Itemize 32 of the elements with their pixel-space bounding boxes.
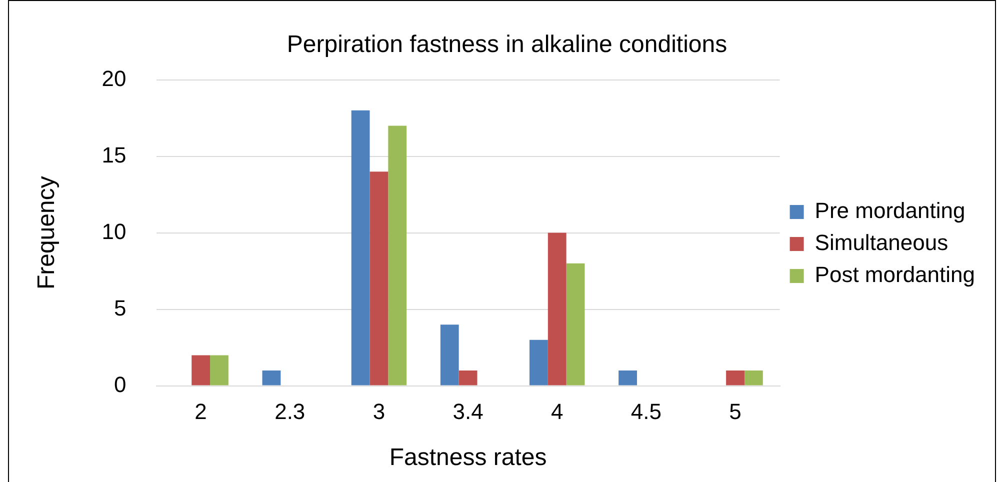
x-tick-label: 4 — [550, 399, 564, 424]
bar — [458, 370, 478, 386]
bar — [262, 370, 281, 386]
bar — [744, 370, 763, 386]
bar — [210, 355, 228, 386]
chart-title: Perpiration fastness in alkaline conditions — [286, 31, 728, 58]
x-axis-title: Fastness rates — [389, 444, 547, 472]
legend-label: Simultaneous — [814, 230, 948, 256]
bar — [548, 232, 566, 386]
x-tick-label: 2.3 — [274, 399, 306, 424]
bar — [566, 263, 585, 386]
bar — [726, 370, 744, 386]
y-axis-title: Frequency — [33, 176, 60, 290]
x-tick-label: 2 — [194, 399, 207, 424]
x-tick-label: 3.4 — [452, 399, 484, 424]
y-tick-label: 5 — [114, 295, 126, 320]
y-tick-label: 10 — [102, 218, 126, 244]
bar — [370, 172, 388, 386]
bar — [530, 340, 548, 386]
legend-label: Post mordanting — [814, 262, 976, 288]
x-tick-label: 3 — [372, 399, 386, 424]
bar — [192, 355, 210, 386]
bar — [618, 370, 637, 386]
y-tick-label: 15 — [102, 142, 126, 168]
y-tick-label: 0 — [114, 372, 126, 397]
x-tick-label: 5 — [729, 399, 742, 424]
legend-label: Pre mordanting — [814, 198, 966, 224]
bar — [440, 324, 459, 386]
bar — [388, 126, 407, 386]
x-tick-label: 4.5 — [630, 399, 662, 424]
y-tick-label: 20 — [102, 66, 126, 91]
bar — [351, 110, 370, 386]
